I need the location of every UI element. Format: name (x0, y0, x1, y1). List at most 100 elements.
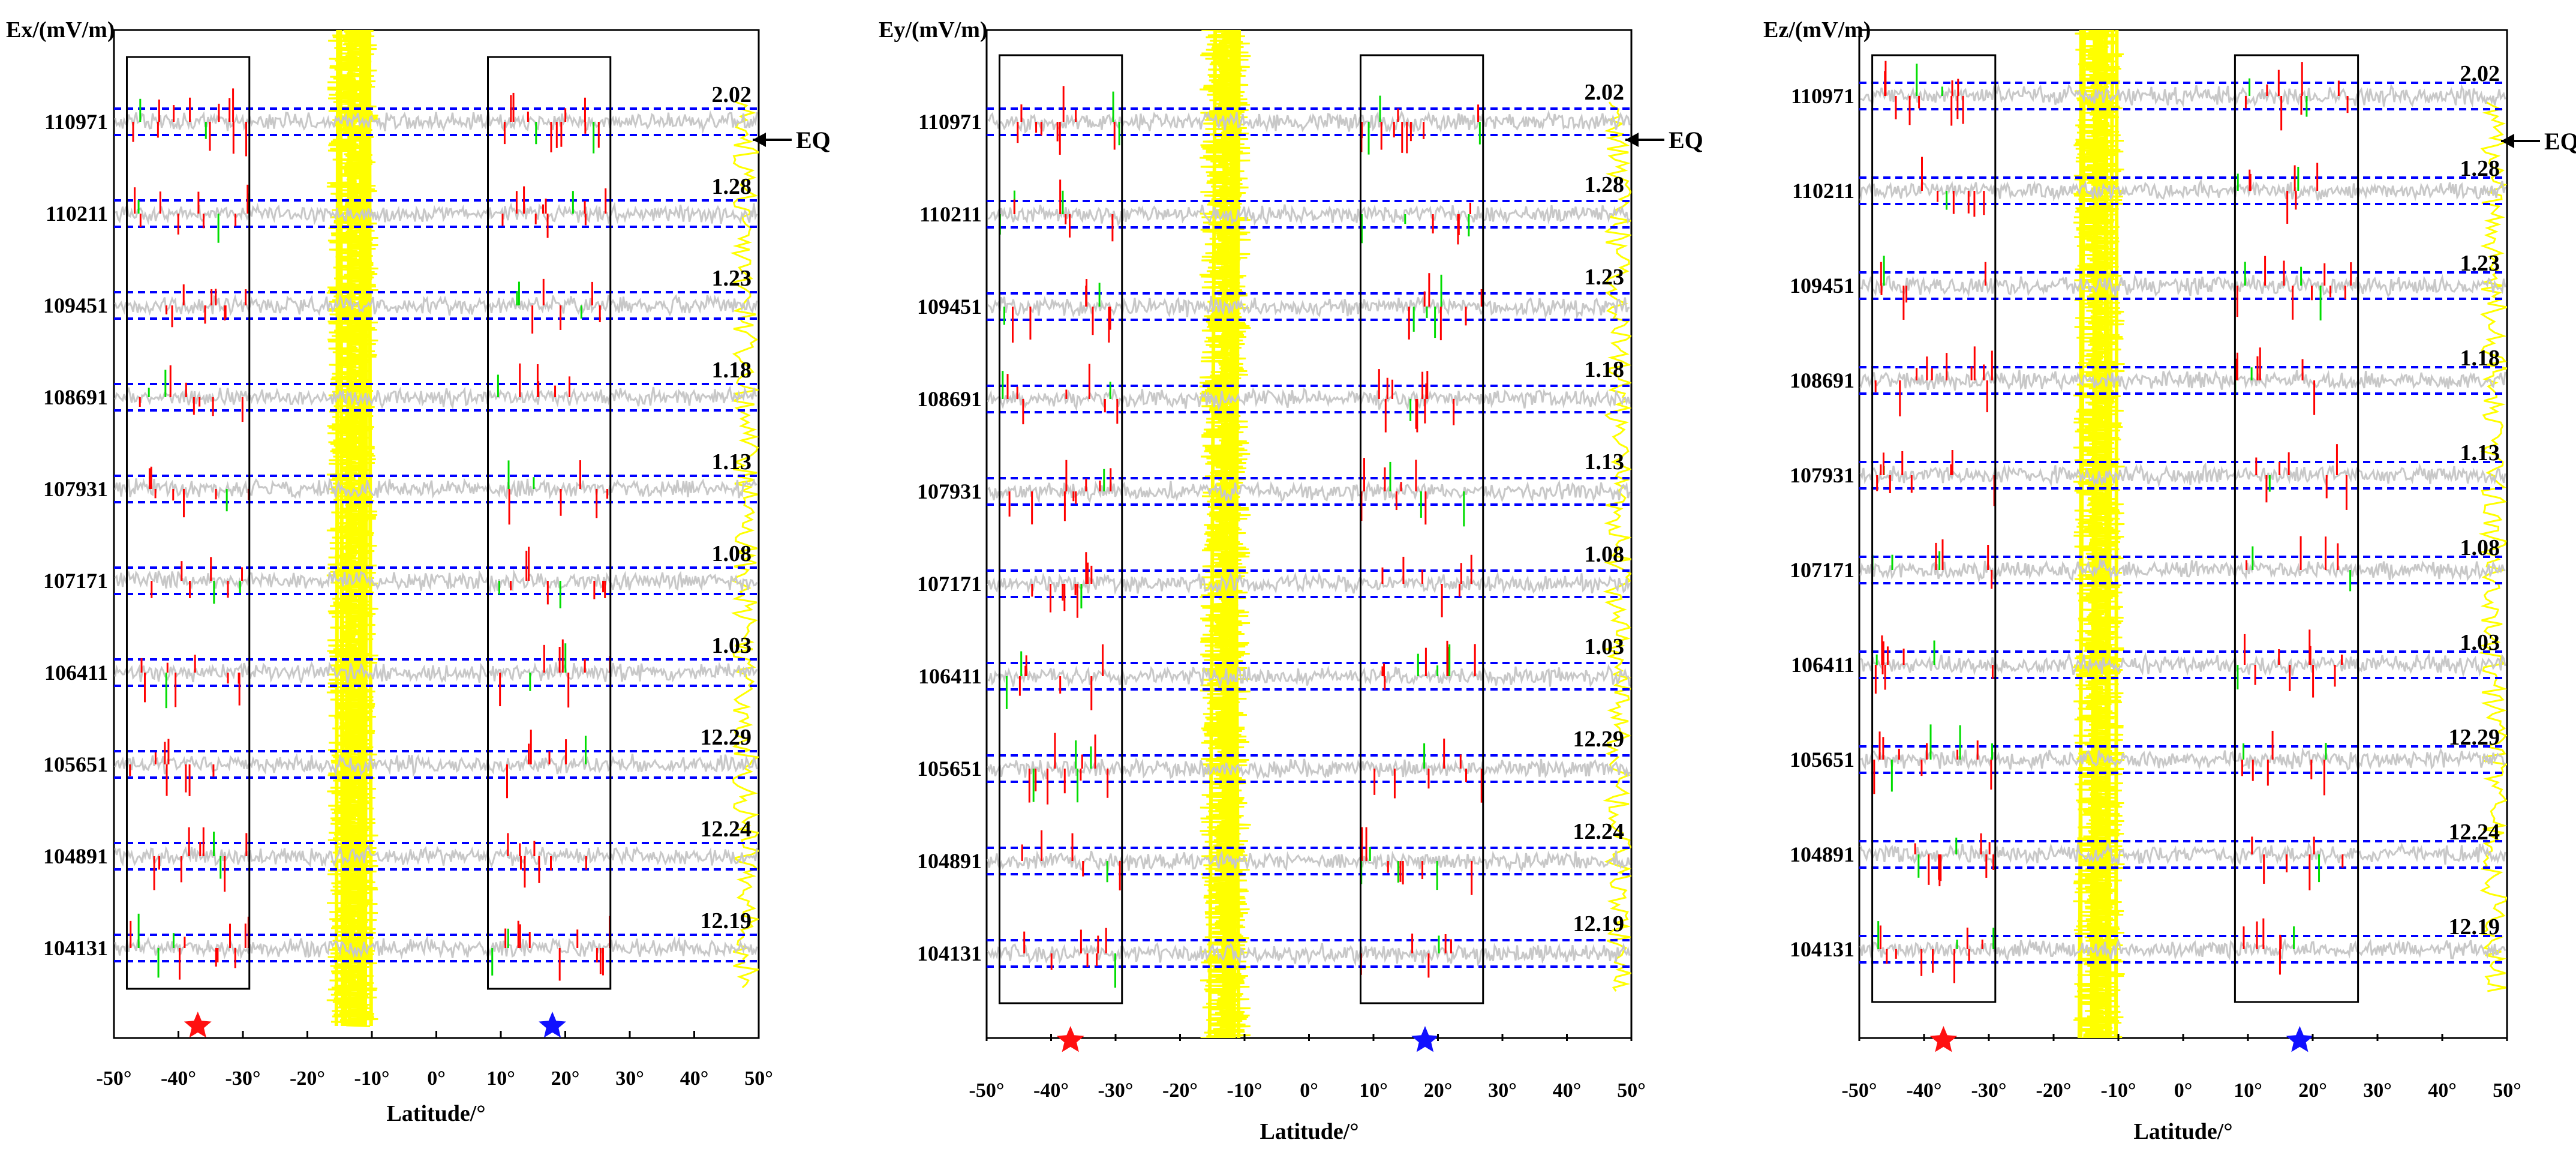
date-label: 1.23 (712, 266, 752, 291)
date-label: 1.13 (712, 449, 752, 475)
series-trace (114, 569, 758, 594)
yellow-band-stroke (2090, 30, 2099, 1038)
date-label: 1.18 (2460, 346, 2500, 371)
x-axis-label-ex: Latitude/° (386, 1101, 485, 1126)
panel-ex: Ex/(mV/m) Latitude/° 110971 2.02 110211 1.2… (6, 17, 831, 1126)
x-tick-label: -10° (354, 1067, 390, 1090)
anomaly-box-ez-1 (2234, 54, 2359, 1003)
yellow-band-ey-0 (1199, 30, 1251, 1038)
series-trace (114, 293, 758, 317)
orbit-row-ey-109451 (987, 273, 1631, 343)
orbit-label: 109451 (43, 293, 108, 317)
star-red-ey (1056, 1026, 1084, 1052)
date-label: 12.19 (701, 908, 752, 934)
orbit-row-ex-105651 (114, 730, 759, 799)
x-tick-label: 30° (2363, 1079, 2392, 1102)
yellow-edge-trace (2478, 101, 2507, 992)
date-label: 1.28 (2460, 156, 2500, 181)
y-axis-label-ez: Ez/(mV/m) (1763, 17, 1871, 43)
date-label: 1.18 (712, 358, 752, 383)
x-tick-label: -50° (1842, 1079, 1877, 1102)
eq-marker-ey: EQ (1625, 127, 1703, 154)
orbit-label: 106411 (1791, 653, 1854, 677)
y-axis-label-ex: Ex/(mV/m) (6, 17, 115, 43)
eq-label: EQ (796, 127, 831, 154)
orbit-row-ey-107171 (987, 552, 1631, 618)
date-label: 12.19 (2449, 914, 2500, 940)
x-tick-label: -20° (2036, 1079, 2072, 1102)
date-label: 1.13 (1585, 449, 1625, 475)
yellow-edge-ey (1603, 101, 1631, 992)
labels-ez: 110971 2.02 110211 1.28 109451 1.23 108691 1.18… (1790, 61, 2576, 1102)
orbit-row-ex-104131 (114, 913, 759, 981)
anomaly-box-ey-0 (999, 54, 1123, 1004)
orbit-label: 107931 (917, 479, 982, 503)
orbit-row-ey-106411 (987, 640, 1631, 710)
orbit-label: 107171 (1790, 558, 1854, 582)
series-trace (114, 385, 758, 410)
star-red-ex (184, 1012, 212, 1038)
yellow-band-stroke (334, 30, 340, 1027)
x-tick-label: 30° (615, 1067, 644, 1090)
orbit-row-ez-110971 (1859, 61, 2507, 131)
date-label: 1.08 (1585, 542, 1625, 567)
series-trace (114, 661, 758, 683)
x-tick-label: -50° (97, 1067, 132, 1090)
date-label: 12.24 (2449, 820, 2500, 845)
series-trace (987, 942, 1631, 967)
series-trace (1860, 274, 2506, 298)
x-tick-label: -40° (1907, 1079, 1942, 1102)
x-tick-label: 50° (2493, 1079, 2521, 1102)
yellow-band-stroke (1223, 30, 1230, 1038)
x-tick-label: 30° (1488, 1079, 1517, 1102)
orbit-row-ex-107171 (114, 547, 759, 608)
orbit-row-ex-109451 (114, 278, 759, 334)
eq-arrow-head (753, 133, 766, 147)
star-blue-ey (1411, 1026, 1439, 1052)
date-label: 12.29 (2449, 725, 2500, 750)
series-trace (987, 295, 1630, 320)
panel-ez: Ez/(mV/m) Latitude/° 110971 2.02 110211 1.2… (1763, 17, 2576, 1144)
eq-arrow-head (2501, 134, 2514, 148)
series-trace (1860, 83, 2506, 108)
orbit-row-ez-108691 (1859, 346, 2507, 416)
orbit-label: 104131 (917, 941, 982, 965)
date-label: 12.24 (1573, 819, 1625, 844)
eq-marker-ez: EQ (2501, 128, 2576, 155)
date-label: 12.29 (701, 725, 752, 750)
series-trace (115, 201, 758, 226)
x-tick-label: -10° (2101, 1079, 2136, 1102)
orbit-label: 109451 (1790, 274, 1854, 298)
orbit-row-ez-105651 (1859, 724, 2507, 796)
orbit-label: 107171 (43, 569, 108, 593)
series-trace (1859, 841, 2506, 866)
series-trace (114, 478, 758, 500)
eq-marker-ex: EQ (753, 127, 831, 154)
orbit-label: 110211 (1792, 179, 1854, 203)
date-label: 2.02 (2460, 61, 2500, 86)
orbit-label: 108691 (917, 387, 982, 411)
orbit-row-ez-109451 (1859, 256, 2507, 321)
series-trace (987, 204, 1631, 227)
orbit-label: 108691 (43, 385, 108, 409)
series-trace (114, 110, 758, 134)
eq-label: EQ (2544, 128, 2576, 155)
orbit-row-ey-104131 (987, 928, 1631, 988)
date-label: 2.02 (1585, 80, 1625, 105)
orbit-label: 110211 (919, 202, 982, 226)
series-trace (1859, 178, 2506, 202)
star-blue-ez (2286, 1026, 2314, 1052)
series-trace (1859, 462, 2506, 488)
x-tick-label: 40° (1553, 1079, 1582, 1102)
orbit-row-ey-110211 (987, 179, 1631, 245)
series-trace (987, 479, 1631, 504)
orbit-label: 104891 (917, 849, 982, 873)
orbit-label: 110971 (918, 110, 982, 134)
x-tick-label: 10° (1359, 1079, 1388, 1102)
orbit-label: 110971 (44, 110, 108, 134)
date-label: 1.08 (712, 541, 752, 566)
anomaly-box-ez-0 (1871, 54, 1997, 1003)
x-tick-label: -20° (1162, 1079, 1198, 1102)
orbit-row-ex-106411 (114, 639, 759, 709)
